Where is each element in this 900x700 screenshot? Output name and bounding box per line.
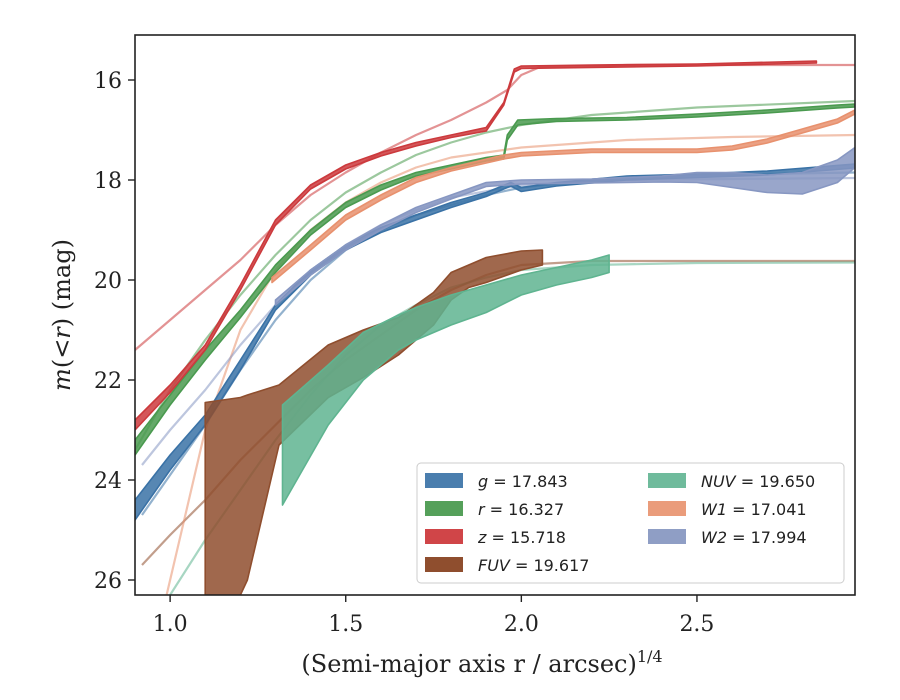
legend-swatch-fuv	[425, 557, 463, 572]
y-tick-label: 26	[94, 569, 122, 594]
y-tick-label: 18	[94, 169, 122, 194]
legend-swatch-nuv	[648, 473, 686, 488]
legend-label-fuv: FUV = 19.617	[478, 556, 589, 575]
legend-label-r: r = 16.327	[478, 500, 564, 519]
data-bands	[135, 60, 855, 595]
x-tick-label: 2.0	[504, 612, 539, 637]
series-r-band	[135, 103, 855, 456]
y-tick-label: 16	[94, 69, 122, 94]
y-tick-label: 24	[94, 469, 122, 494]
legend-label-w1: W1 = 17.041	[701, 500, 807, 519]
legend-swatch-w1	[648, 501, 686, 516]
legend-swatch-z	[425, 529, 463, 544]
y-tick-label: 20	[94, 269, 122, 294]
y-tick-label: 22	[94, 369, 122, 394]
series-w2-band	[274, 146, 855, 306]
series-w1-band	[271, 109, 855, 284]
legend-swatch-w2	[648, 529, 686, 544]
legend: g = 17.843 r = 16.327 z = 15.718 FUV = 19.6…	[416, 462, 845, 584]
legend-label-nuv: NUV = 19.650	[701, 472, 815, 491]
x-tick-label: 2.5	[679, 612, 714, 637]
y-axis-title: m(<r) (mag)	[48, 239, 76, 391]
y-axis: 16 18 20 22 24 26	[94, 69, 135, 594]
series-z-model-line	[135, 63, 855, 351]
legend-label-z: z = 15.718	[477, 528, 566, 547]
series-z-band	[135, 60, 818, 431]
x-tick-label: 1.0	[153, 612, 188, 637]
x-axis: 1.0 1.5 2.0 2.5	[153, 595, 714, 637]
legend-label-w2: W2 = 17.994	[701, 528, 807, 547]
legend-swatch-r	[425, 501, 463, 516]
x-axis-title: (Semi-major axis r / arcsec)1/4	[301, 647, 662, 678]
legend-swatch-g	[425, 473, 463, 488]
x-tick-label: 1.5	[328, 612, 363, 637]
plot-frame	[134, 34, 856, 596]
series-nuv-band	[281, 254, 610, 506]
legend-label-g: g = 17.843	[478, 472, 568, 491]
legend-box	[416, 462, 845, 584]
